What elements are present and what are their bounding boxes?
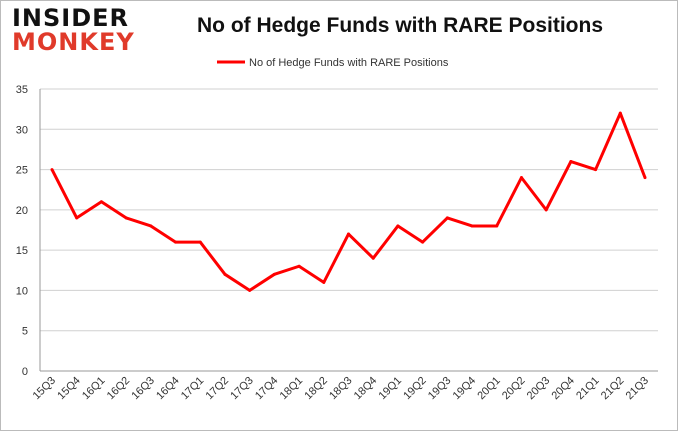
x-tick-label: 19Q4: [451, 375, 479, 403]
data-point: [371, 256, 375, 260]
x-tick-label: 19Q1: [377, 375, 405, 403]
data-point: [569, 160, 573, 164]
x-tick-label: 17Q4: [253, 375, 281, 403]
data-point: [495, 224, 499, 228]
data-point: [544, 208, 548, 212]
x-tick-label: 20Q1: [475, 375, 503, 403]
data-point: [421, 240, 425, 244]
x-tick-label: 20Q3: [525, 375, 553, 403]
data-point: [643, 176, 647, 180]
data-point: [445, 216, 449, 220]
x-tick-label: 16Q4: [154, 375, 182, 403]
legend-label: No of Hedge Funds with RARE Positions: [249, 57, 449, 69]
data-point: [99, 200, 103, 204]
x-tick-label: 20Q2: [500, 375, 528, 403]
x-tick-label: 18Q4: [352, 375, 380, 403]
data-point: [347, 232, 350, 236]
y-tick-label: 15: [16, 245, 28, 257]
x-tick-label: 19Q2: [401, 375, 429, 403]
y-tick-label: 20: [16, 205, 28, 217]
x-tick-label: 15Q3: [31, 375, 59, 403]
x-tick-label: 18Q2: [302, 375, 330, 403]
data-point: [174, 240, 178, 244]
data-point: [322, 280, 326, 284]
x-tick-label: 16Q3: [129, 375, 157, 403]
data-point: [223, 272, 227, 276]
data-point: [297, 264, 301, 268]
logo-line1: INSIDER: [12, 4, 130, 32]
x-tick-label: 15Q4: [55, 375, 83, 403]
data-point: [618, 111, 622, 115]
y-tick-label: 25: [16, 165, 28, 177]
x-tick-label: 18Q3: [327, 375, 355, 403]
data-point: [198, 240, 202, 244]
data-point: [470, 224, 474, 228]
x-tick-label: 20Q4: [549, 375, 577, 403]
x-tick-label: 21Q1: [574, 375, 602, 403]
data-point: [75, 216, 79, 220]
y-tick-label: 10: [16, 285, 28, 297]
data-point: [519, 176, 523, 180]
chart-title: No of Hedge Funds with RARE Positions: [197, 14, 603, 37]
logo-line2: MONKEY: [12, 28, 135, 56]
data-point: [396, 224, 400, 228]
x-tick-label: 16Q2: [105, 375, 133, 403]
x-tick-label: 21Q3: [624, 375, 652, 403]
insider-monkey-logo: INSIDER MONKEY: [12, 6, 135, 54]
data-point: [124, 216, 128, 220]
x-tick-label: 17Q2: [204, 375, 232, 403]
data-point: [50, 168, 54, 172]
series-line: [50, 111, 647, 292]
x-tick-label: 17Q3: [228, 375, 256, 403]
data-point: [594, 168, 598, 172]
x-tick-label: 19Q3: [426, 375, 454, 403]
x-tick-label: 16Q1: [80, 375, 108, 403]
x-tick-label: 17Q1: [179, 375, 207, 403]
y-tick-label: 0: [22, 366, 28, 378]
x-tick-label: 21Q2: [599, 375, 627, 403]
data-point: [248, 288, 252, 292]
data-point: [149, 224, 153, 228]
y-tick-label: 35: [16, 84, 28, 96]
data-point: [272, 272, 276, 276]
x-tick-label: 18Q1: [278, 375, 306, 403]
y-tick-label: 30: [16, 124, 28, 136]
y-tick-label: 5: [22, 326, 28, 338]
